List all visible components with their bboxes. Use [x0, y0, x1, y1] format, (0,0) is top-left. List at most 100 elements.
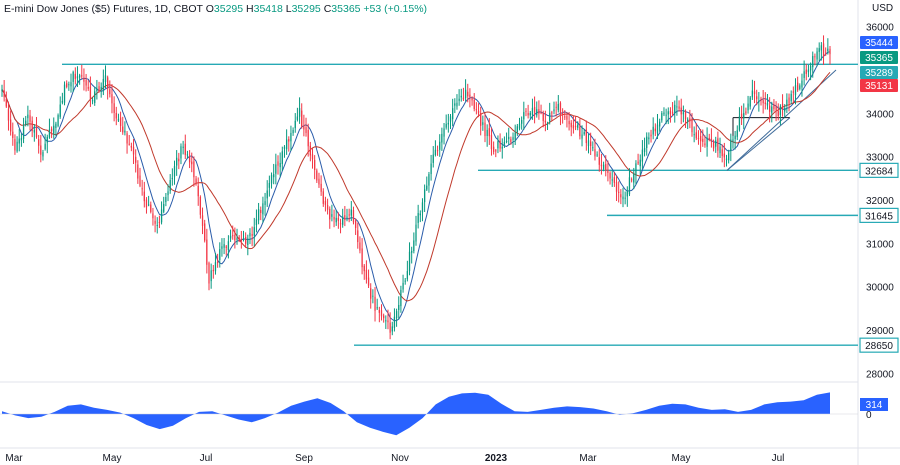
candle-body — [132, 146, 135, 155]
candle-body — [232, 235, 234, 237]
price-tag — [860, 66, 898, 79]
candle-body — [730, 139, 732, 152]
candle-body — [740, 113, 743, 120]
candle-body — [227, 241, 230, 250]
candle-body — [454, 103, 456, 106]
candle-body — [307, 130, 309, 147]
candle-body — [792, 91, 794, 93]
candle-body — [89, 86, 92, 99]
candle-body — [719, 146, 721, 154]
candle-body — [441, 133, 443, 143]
candle-body — [333, 216, 335, 220]
candle-body — [72, 71, 74, 82]
candle-body — [572, 125, 575, 129]
candle-body — [449, 116, 452, 122]
candle-body — [544, 120, 547, 123]
candle-body — [788, 97, 790, 104]
candle-body — [706, 137, 708, 147]
candle-body — [734, 135, 736, 140]
candle-body — [273, 174, 275, 178]
open-label: O — [205, 3, 214, 15]
candle-body — [216, 261, 219, 263]
candle-body — [529, 112, 531, 116]
candle-body — [551, 112, 553, 114]
candle-body — [559, 103, 562, 116]
candle-body — [33, 129, 35, 133]
candle-body — [518, 123, 521, 129]
candle-body — [342, 216, 344, 225]
x-tick-label: 2023 — [485, 453, 508, 464]
candle-body — [736, 130, 738, 137]
candle-body — [538, 109, 540, 114]
candle-body — [266, 190, 268, 199]
candle-body — [249, 232, 251, 237]
candle-body — [814, 56, 816, 58]
candle-body — [143, 191, 145, 202]
candle-body — [262, 203, 264, 215]
candle-body — [689, 118, 691, 122]
x-tick-label: May — [103, 453, 122, 464]
candle-body — [501, 146, 503, 149]
candle-body — [667, 111, 669, 115]
candle-body — [467, 91, 469, 97]
candle-body — [764, 102, 766, 105]
candle-body — [165, 197, 167, 203]
candle-body — [158, 221, 161, 223]
candle-body — [96, 88, 98, 92]
candle-body — [508, 136, 510, 140]
y-tick-label: 36000 — [866, 23, 894, 34]
candle-body — [208, 262, 210, 284]
candle-body — [516, 126, 518, 133]
candle-body — [633, 173, 635, 183]
candle-body — [417, 213, 419, 223]
candle-body — [380, 310, 383, 317]
candle-body — [234, 235, 236, 241]
change-value: +53 (+0.15%) — [363, 3, 428, 15]
candle-body — [594, 149, 596, 157]
candle-body — [94, 91, 96, 103]
candle-body — [749, 97, 751, 107]
candle-body — [650, 134, 652, 137]
candle-body — [255, 219, 258, 225]
candle-body — [445, 123, 447, 128]
candle-body — [156, 225, 158, 227]
candle-body — [245, 237, 247, 244]
candle-body — [609, 172, 611, 179]
candle-body — [577, 125, 579, 128]
candle-body — [799, 85, 801, 90]
candle-body — [555, 106, 557, 108]
candle-body — [44, 143, 46, 150]
candle-body — [326, 205, 329, 210]
candle-body — [290, 132, 292, 142]
candle-body — [206, 239, 208, 265]
candle-body — [184, 143, 186, 155]
high-value: 35418 — [253, 3, 283, 15]
oscillator-tag-label: 314 — [866, 400, 883, 411]
candle-body — [775, 106, 777, 111]
candle-body — [242, 238, 245, 240]
candle-body — [277, 161, 279, 166]
candle-body — [674, 104, 676, 113]
candle-body — [270, 175, 273, 184]
candle-body — [486, 129, 488, 136]
y-tick-label: 33000 — [866, 153, 894, 164]
candle-body — [492, 146, 495, 152]
candle-body — [406, 271, 409, 280]
candle-body — [790, 93, 792, 102]
candle-body — [115, 112, 117, 119]
candle-body — [257, 209, 260, 221]
candle-body — [253, 227, 255, 236]
candle-body — [723, 153, 725, 158]
candle-body — [191, 161, 193, 165]
candle-body — [469, 94, 471, 98]
candle-body — [264, 201, 266, 205]
candle-body — [25, 120, 27, 125]
candle-body — [298, 108, 301, 117]
candle-body — [193, 161, 195, 178]
candle-body — [590, 141, 592, 147]
candle-body — [22, 124, 25, 139]
candle-body — [171, 177, 173, 180]
candle-body — [725, 158, 728, 161]
candle-body — [111, 94, 113, 104]
